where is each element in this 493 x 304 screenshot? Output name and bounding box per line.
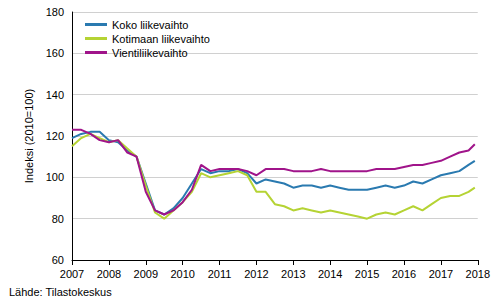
svg-text:160: 160: [46, 47, 64, 59]
svg-text:140: 140: [46, 89, 64, 101]
svg-text:60: 60: [52, 254, 64, 266]
svg-text:80: 80: [52, 213, 64, 225]
svg-text:180: 180: [46, 6, 64, 18]
svg-text:2015: 2015: [355, 268, 379, 280]
svg-text:Koko liikevaihto: Koko liikevaihto: [112, 19, 188, 31]
svg-text:100: 100: [46, 171, 64, 183]
svg-text:2013: 2013: [281, 268, 305, 280]
svg-text:2016: 2016: [392, 268, 416, 280]
svg-text:2010: 2010: [170, 268, 194, 280]
svg-text:Kotimaan liikevaihto: Kotimaan liikevaihto: [112, 33, 210, 45]
svg-text:2018: 2018: [466, 268, 490, 280]
svg-text:120: 120: [46, 130, 64, 142]
svg-text:2014: 2014: [318, 268, 342, 280]
svg-text:2011: 2011: [208, 268, 232, 280]
svg-text:2012: 2012: [244, 268, 268, 280]
svg-text:Indeksi (2010=100): Indeksi (2010=100): [23, 89, 35, 183]
svg-text:Vientiliikevaihto: Vientiliikevaihto: [112, 47, 188, 59]
svg-text:2017: 2017: [429, 268, 453, 280]
svg-text:2007: 2007: [60, 268, 84, 280]
svg-text:2008: 2008: [97, 268, 121, 280]
svg-text:Lähde: Tilastokeskus: Lähde: Tilastokeskus: [9, 286, 112, 298]
svg-text:2009: 2009: [134, 268, 158, 280]
